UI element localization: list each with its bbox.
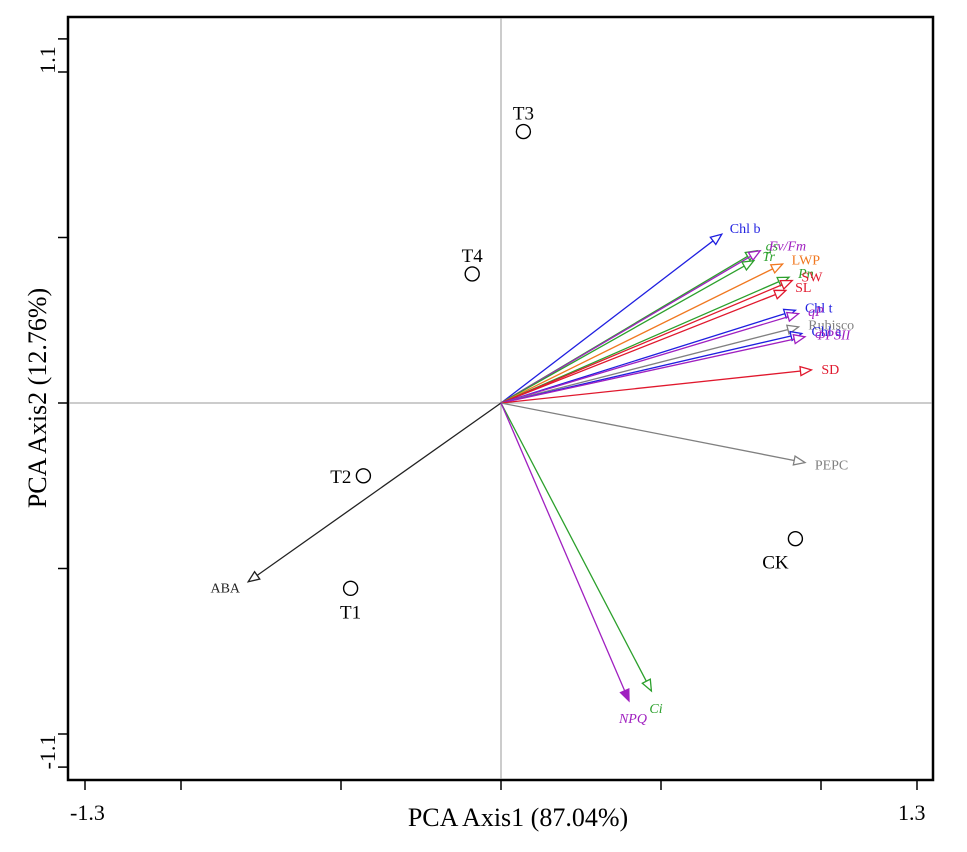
sample-t3: T3 <box>513 104 534 140</box>
arrow-head-sd <box>799 365 814 377</box>
sample-label-ck: CK <box>762 553 789 574</box>
arrow-head-tr <box>740 259 756 272</box>
variable-label-lwp: LWP <box>792 254 821 269</box>
variable-arrow-qp: qP <box>500 305 824 404</box>
arrow-line-chl-b <box>500 233 723 404</box>
arrow-line-sw <box>500 279 793 404</box>
arrow-head-pepc <box>792 454 807 466</box>
y-tick-label-max: 1.1 <box>35 46 60 74</box>
arrow-head-sw <box>779 279 794 291</box>
variable-arrow-chl-b: Chl b <box>500 222 761 404</box>
sample-t4: T4 <box>462 246 484 282</box>
variable-arrow-npq: NPQ <box>500 402 647 727</box>
variable-label-ci: Ci <box>649 702 662 717</box>
sample-ck: CK <box>762 531 804 574</box>
arrow-line-chl-t <box>500 309 796 404</box>
sample-label-t2: T2 <box>330 467 351 488</box>
variable-label-qp: qP <box>808 305 824 320</box>
variable-arrow-aba: ABA <box>210 402 502 597</box>
arrow-line-fv-fm <box>500 250 761 404</box>
variable-arrow-tr: Tr <box>500 250 776 404</box>
arrow-head-chl-b <box>709 233 724 246</box>
variable-label-rubisco: Rubisco <box>808 318 854 333</box>
arrow-head-sl <box>772 289 788 300</box>
sample-marker-t1 <box>342 580 359 597</box>
axis-ticks <box>58 38 918 790</box>
arrow-line-sd <box>500 369 812 404</box>
arrow-head-npq <box>619 688 630 703</box>
variable-label-npq: NPQ <box>618 712 647 727</box>
arrow-line-chl-a <box>500 332 802 404</box>
arrow-head-ci <box>641 678 653 693</box>
variable-arrow-psii: ΦPSII <box>500 329 852 404</box>
variable-arrow-sw: SW <box>500 271 823 404</box>
arrow-head-lwp <box>769 263 785 275</box>
arrow-line-aba <box>247 402 502 583</box>
sample-points: T3 T4 T2 T1 CK <box>330 104 804 623</box>
variable-label-chl-a: Chl a <box>812 325 843 340</box>
variable-label-gs: gs <box>766 240 779 255</box>
sample-marker-t4 <box>464 266 480 282</box>
variable-arrow-ci: Ci <box>500 402 663 717</box>
variable-label-pepc: PEPC <box>815 459 848 474</box>
variable-label-pn: Pn <box>797 267 814 282</box>
sample-marker-t2 <box>355 468 372 484</box>
arrow-line-psii <box>500 336 806 404</box>
variable-label-tr: Tr <box>763 250 776 265</box>
variable-label-fv-fm: Fv/Fm <box>768 240 806 255</box>
sample-label-t4: T4 <box>462 246 484 267</box>
variable-arrow-fv-fm: Fv/Fm <box>500 240 806 404</box>
sample-t2: T2 <box>330 467 372 488</box>
arrow-line-npq <box>500 402 630 702</box>
arrow-line-ci <box>500 402 652 692</box>
variable-label-chl-t: Chl t <box>805 301 833 316</box>
sample-t1: T1 <box>340 580 361 623</box>
variable-arrow-sd: SD <box>500 363 839 404</box>
arrow-head-psii <box>792 333 807 345</box>
sample-label-t3: T3 <box>513 104 534 125</box>
variable-label-psii: ΦPSII <box>815 329 852 344</box>
arrow-line-sl <box>500 289 787 404</box>
arrow-head-qp <box>785 311 801 323</box>
x-tick-label-max: 1.3 <box>898 800 926 825</box>
sample-label-t1: T1 <box>340 602 361 623</box>
x-tick-label-min: -1.3 <box>70 800 105 825</box>
arrow-head-fv-fm <box>747 249 762 262</box>
variable-label-sd: SD <box>821 363 839 378</box>
variable-arrow-lwp: LWP <box>500 254 821 404</box>
sample-marker-t3 <box>515 123 532 140</box>
arrow-head-aba <box>246 570 261 583</box>
variable-label-chl-b: Chl b <box>730 222 761 237</box>
arrow-line-rubisco <box>500 326 799 404</box>
y-axis-title: PCA Axis2 (12.76%) <box>23 288 52 508</box>
variable-arrow-rubisco: Rubisco <box>500 318 854 404</box>
variable-arrow-sl: SL <box>500 281 811 404</box>
arrow-line-pepc <box>500 402 806 464</box>
variable-label-sw: SW <box>801 271 823 286</box>
sample-marker-ck <box>787 531 804 547</box>
variable-label-sl: SL <box>795 281 811 296</box>
variable-arrow-pepc: PEPC <box>500 402 848 474</box>
variable-label-aba: ABA <box>210 582 240 597</box>
arrow-line-qp <box>500 313 799 404</box>
x-axis-title: PCA Axis1 (87.04%) <box>408 803 628 832</box>
arrow-line-pn <box>500 276 790 404</box>
arrow-line-lwp <box>500 263 783 404</box>
y-tick-label-min: -1.1 <box>35 735 60 770</box>
arrow-line-tr <box>500 260 755 404</box>
